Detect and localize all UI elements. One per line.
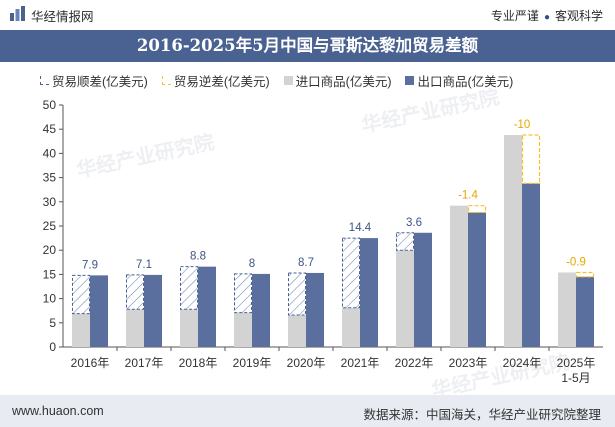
surplus-bar (342, 237, 360, 309)
surplus-value-label: 7.9 (82, 259, 98, 271)
import-bar (288, 315, 306, 347)
surplus-value-label: 8 (249, 258, 255, 270)
x-tick-label: 2021年 (341, 356, 380, 370)
legend-swatch-import (283, 75, 293, 85)
surplus-bar (396, 232, 414, 251)
surplus-value-label: 8.7 (298, 257, 314, 269)
y-tick-label: 25 (43, 219, 57, 233)
chart-title: 2016-2025年5月中国与哥斯达黎加贸易差额 (0, 30, 615, 62)
x-tick-label: 2018年 (179, 356, 218, 370)
y-tick-label: 0 (49, 340, 56, 354)
tagline: 专业严谨 ● 客观科学 (491, 7, 603, 24)
export-bar (90, 275, 108, 347)
x-tick-label-line: 2020年 (287, 356, 326, 370)
y-tick-label: 15 (43, 267, 57, 281)
deficit-value-label: -10 (514, 119, 531, 131)
export-bar (198, 266, 216, 347)
legend-label-import: 进口商品(亿美元) (295, 74, 392, 89)
x-tick-label: 2024年 (503, 356, 542, 370)
legend-label-surplus: 贸易顺差(亿美元) (52, 74, 148, 89)
legend-item-surplus: 贸易顺差(亿美元) (40, 71, 148, 90)
y-tick-label: 45 (43, 122, 57, 136)
export-bar (252, 273, 270, 347)
deficit-bar (521, 134, 541, 185)
y-tick-label: 30 (43, 195, 57, 209)
legend-item-deficit: 贸易逆差(亿美元) (161, 71, 270, 90)
tagline-right: 客观科学 (554, 9, 603, 23)
import-bar (450, 205, 468, 347)
y-tick-label: 20 (43, 243, 57, 257)
legend-swatch-deficit (161, 75, 171, 85)
brand-name: 华经情报网 (31, 10, 94, 24)
x-tick-label: 2020年 (287, 356, 326, 370)
surplus-bar (126, 274, 144, 310)
surplus-value-label: 3.6 (406, 217, 422, 229)
x-tick-label-line: 2025年 (557, 356, 596, 370)
export-bar (576, 276, 594, 347)
surplus-bar (180, 266, 198, 310)
footer: www.huaon.com 数据来源：中国海关，华经产业研究院整理 (0, 395, 615, 427)
surplus-value-label: 7.1 (136, 259, 152, 271)
x-tick-label: 2023年 (449, 356, 488, 370)
top-bar: 华经情报网 专业严谨 ● 客观科学 (0, 0, 615, 30)
x-tick-label-line: 2017年 (125, 356, 164, 370)
legend-item-export: 出口商品(亿美元) (405, 71, 513, 90)
x-tick-label-line: 2019年 (233, 356, 272, 370)
export-bar (522, 183, 540, 347)
chart-legend: 贸易顺差(亿美元) 贸易逆差(亿美元) 进口商品(亿美元) 出口商品(亿美元) (40, 70, 600, 90)
data-source: 数据来源：中国海关，华经产业研究院整理 (363, 408, 601, 422)
legend-item-import: 进口商品(亿美元) (283, 71, 392, 90)
x-tick-label-line: 2016年 (71, 356, 110, 370)
footer-url: www.huaon.com (12, 404, 104, 418)
y-tick-label: 5 (49, 316, 56, 330)
plot-area: 0 5 10 15 20 25 30 35 40 45 50 7.9 2016年 7.1 2017年 8.8 2… (43, 98, 603, 385)
huajing-logo-icon (10, 6, 25, 21)
export-bar (468, 212, 486, 347)
x-tick-label-line: 1-5月 (561, 371, 590, 385)
dot-separator-icon: ● (543, 12, 550, 23)
y-tick-label: 10 (43, 292, 57, 306)
import-bar (342, 307, 360, 347)
export-bar (306, 272, 324, 347)
x-tick-label-line: 2021年 (341, 356, 380, 370)
import-bar (396, 250, 414, 347)
deficit-bar (575, 271, 595, 278)
x-tick-label-line: 2018年 (179, 356, 218, 370)
x-tick-label-line: 2023年 (449, 356, 488, 370)
surplus-bar (288, 272, 306, 316)
legend-swatch-export (405, 75, 415, 85)
export-bar (144, 274, 162, 347)
legend-swatch-surplus (40, 75, 49, 85)
deficit-value-label: -0.9 (566, 256, 586, 268)
y-tick-label: 40 (43, 146, 57, 160)
x-tick-label: 2022年 (395, 356, 434, 370)
surplus-value-label: 8.8 (190, 251, 206, 263)
surplus-value-label: 14.4 (349, 222, 372, 234)
legend-label-export: 出口商品(亿美元) (417, 74, 514, 89)
deficit-bar (467, 205, 487, 214)
import-bar (234, 312, 252, 347)
x-tick-label-line: 2024年 (503, 356, 542, 370)
x-tick-label: 2019年 (233, 356, 272, 370)
trade-balance-chart: 0 5 10 15 20 25 30 35 40 45 50 7.9 2016年 7.1 2017年 8.8 2… (43, 98, 603, 385)
x-tick-label: 2025年 1-5月 (557, 356, 596, 385)
import-bar (504, 135, 522, 347)
import-bar (126, 309, 144, 347)
tagline-left: 专业严谨 (490, 9, 539, 23)
import-bar (72, 313, 90, 347)
y-tick-label: 50 (43, 98, 57, 112)
x-tick-label-line: 2022年 (395, 356, 434, 370)
legend-label-deficit: 贸易逆差(亿美元) (173, 74, 270, 89)
import-bar (180, 309, 198, 347)
deficit-value-label: -1.4 (458, 190, 478, 202)
x-tick-label: 2017年 (125, 356, 164, 370)
import-bar (558, 272, 576, 347)
y-tick-label: 35 (43, 171, 57, 185)
export-bar (414, 232, 432, 347)
x-tick-label: 2016年 (71, 356, 110, 370)
surplus-bar (72, 274, 90, 315)
surplus-bar (234, 273, 252, 314)
export-bar (360, 238, 378, 347)
